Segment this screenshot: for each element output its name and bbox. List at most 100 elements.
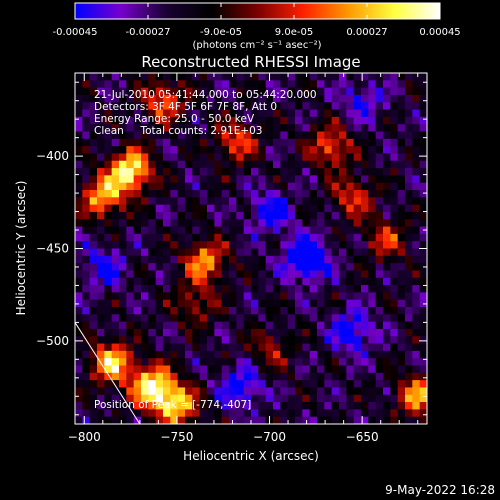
heatmap-cell — [324, 175, 332, 183]
heatmap-cell — [405, 190, 413, 198]
heatmap-cell — [397, 365, 406, 374]
heatmap-cell — [383, 182, 391, 191]
heatmap-cell — [331, 190, 340, 198]
heatmap-cell — [243, 248, 252, 257]
heatmap-cell — [214, 387, 222, 396]
heatmap-cell — [317, 409, 325, 417]
heatmap-cell — [273, 394, 281, 403]
heatmap-cell — [375, 343, 384, 352]
heatmap-cell — [295, 226, 303, 235]
heatmap-cell — [141, 365, 149, 374]
heatmap-cell — [258, 350, 266, 359]
heatmap-cell — [287, 321, 296, 330]
heatmap-cell — [75, 138, 83, 147]
heatmap-cell — [199, 175, 208, 183]
heatmap-cell — [251, 270, 259, 279]
heatmap-cell — [75, 314, 83, 322]
heatmap-cell — [412, 175, 420, 183]
heatmap-cell — [361, 270, 369, 279]
heatmap-cell — [141, 402, 149, 410]
heatmap-cell — [346, 160, 354, 169]
heatmap-cell — [287, 255, 296, 264]
heatmap-cell — [412, 350, 420, 359]
heatmap-cell — [243, 343, 252, 352]
heatmap-cell — [287, 416, 296, 424]
heatmap-cell — [75, 409, 83, 417]
heatmap-cell — [126, 124, 134, 132]
heatmap-cell — [412, 204, 420, 213]
heatmap-cell — [368, 124, 376, 132]
colorbar-units-label: (photons cm⁻² s⁻¹ asec⁻²) — [192, 40, 321, 51]
heatmap-cell — [251, 358, 259, 366]
heatmap-cell — [75, 270, 83, 279]
heatmap-cell — [309, 190, 318, 198]
heatmap-cell — [339, 241, 347, 249]
heatmap-cell — [251, 109, 259, 118]
heatmap-cell — [229, 116, 237, 125]
heatmap-cell — [177, 285, 186, 293]
heatmap-cell — [368, 277, 376, 286]
heatmap-cell — [207, 255, 215, 264]
heatmap-cell — [141, 416, 149, 424]
heatmap-cell — [390, 350, 398, 359]
heatmap-cell — [192, 102, 200, 110]
heatmap-cell — [155, 233, 164, 242]
heatmap-cell — [287, 372, 296, 381]
heatmap-cell — [155, 226, 164, 235]
heatmap-cell — [207, 314, 215, 322]
x-tick-label: −700 — [253, 430, 286, 444]
heatmap-cell — [155, 131, 164, 140]
heatmap-cell — [412, 285, 420, 293]
heatmap-cell — [412, 182, 420, 191]
heatmap-cell — [346, 80, 354, 88]
heatmap-cell — [104, 109, 112, 118]
heatmap-cell — [390, 336, 398, 344]
heatmap-cell — [185, 226, 193, 235]
y-tick-label: −400 — [36, 149, 69, 163]
heatmap-cell — [97, 175, 105, 183]
heatmap-cell — [361, 219, 369, 227]
heatmap-cell — [405, 226, 413, 235]
heatmap-cell — [170, 402, 178, 410]
heatmap-cell — [353, 138, 362, 147]
heatmap-cell — [155, 146, 164, 154]
heatmap-cell — [383, 168, 391, 176]
heatmap-cell — [295, 292, 303, 300]
heatmap-cell — [192, 116, 200, 125]
heatmap-cell — [221, 211, 230, 220]
heatmap-cell — [214, 314, 222, 322]
heatmap-cell — [390, 73, 398, 81]
heatmap-cell — [89, 190, 98, 198]
heatmap-cell — [331, 402, 340, 410]
heatmap-cell — [243, 263, 252, 271]
heatmap-cell — [148, 146, 156, 154]
heatmap-cell — [104, 270, 112, 279]
heatmap-cell — [75, 277, 83, 286]
heatmap-cell — [353, 116, 362, 125]
heatmap-cell — [236, 255, 244, 264]
heatmap-cell — [368, 343, 376, 352]
heatmap-cell — [324, 116, 332, 125]
heatmap-cell — [192, 365, 200, 374]
heatmap-cell — [331, 263, 340, 271]
heatmap-cell — [177, 328, 186, 337]
heatmap-cell — [192, 387, 200, 396]
heatmap-cell — [119, 336, 127, 344]
heatmap-cell — [251, 233, 259, 242]
heatmap-cell — [177, 197, 186, 205]
heatmap-cell — [170, 204, 178, 213]
heatmap-cell — [192, 292, 200, 300]
heatmap-cell — [309, 350, 318, 359]
heatmap-cell — [405, 380, 413, 388]
heatmap-cell — [104, 131, 112, 140]
heatmap-cell — [309, 328, 318, 337]
heatmap-cell — [207, 277, 215, 286]
heatmap-cell — [280, 416, 288, 424]
heatmap-cell — [375, 94, 384, 103]
heatmap-cell — [82, 204, 90, 213]
heatmap-cell — [119, 94, 127, 103]
heatmap-cell — [82, 416, 90, 424]
heatmap-cell — [170, 285, 178, 293]
heatmap-cell — [390, 80, 398, 88]
heatmap-cell — [229, 328, 237, 337]
